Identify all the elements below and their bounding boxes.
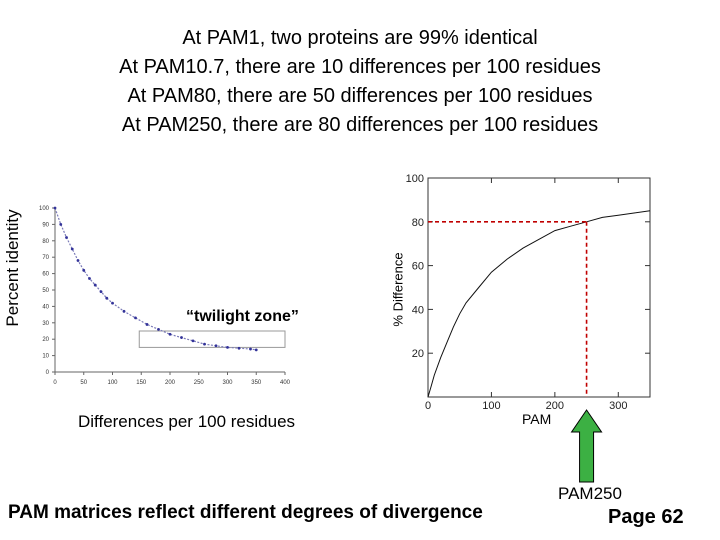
identity-point: [226, 346, 229, 349]
left-y-tick-label: 50: [42, 288, 49, 294]
footer-caption: PAM matrices reflect different degrees o…: [8, 502, 483, 523]
identity-point: [145, 323, 149, 326]
left-x-tick-label: 300: [222, 380, 233, 386]
identity-point: [59, 223, 63, 226]
identity-point: [70, 247, 74, 251]
identity-curve: [54, 207, 257, 351]
page-number: Page 62: [608, 506, 684, 528]
right-y-tick-label: 100: [406, 173, 424, 185]
left-y-tick-label: 80: [42, 239, 49, 245]
left-y-tick-label: 30: [42, 321, 49, 327]
identity-point: [105, 296, 109, 300]
right-y-tick-label: 80: [412, 217, 424, 229]
identity-point: [76, 259, 80, 262]
arrow-label: PAM250: [558, 484, 622, 503]
left-x-tick-label: 350: [251, 380, 262, 386]
identity-point: [203, 342, 206, 346]
identity-point: [214, 344, 218, 348]
left-x-tick-label: 200: [165, 380, 176, 386]
left-x-tick-label: 150: [136, 380, 147, 386]
title-line-4: At PAM250, there are 80 differences per …: [121, 114, 599, 136]
identity-point: [53, 206, 57, 210]
identity-point: [99, 290, 103, 294]
identity-point: [88, 277, 91, 280]
left-y-tick-label: 20: [42, 337, 49, 343]
right-y-tick-label: 20: [412, 348, 424, 360]
right-x-tick-label: 300: [609, 400, 627, 412]
title-line-2: At PAM10.7, there are 10 differences per…: [119, 56, 601, 78]
identity-point: [111, 301, 114, 305]
identity-point: [249, 347, 252, 351]
left-y-tick-label: 100: [39, 206, 50, 212]
left-y-tick-label: 0: [46, 370, 50, 376]
left-x-tick-label: 0: [53, 380, 57, 386]
left-x-tick-label: 100: [107, 380, 118, 386]
identity-point: [122, 309, 126, 313]
title-line-1: At PAM1, two proteins are 99% identical: [182, 27, 538, 49]
difference-curve: [427, 210, 651, 398]
left-y-tick-label: 90: [42, 222, 49, 228]
identity-point: [191, 339, 195, 343]
left-x-axis-label: Differences per 100 residues: [78, 412, 296, 431]
right-x-tick-label: 0: [425, 400, 431, 412]
left-y-tick-label: 40: [42, 304, 49, 310]
right-x-axis-label: PAM: [522, 411, 552, 427]
left-x-tick-label: 50: [80, 380, 87, 386]
right-y-tick-label: 60: [412, 261, 424, 273]
identity-point: [134, 316, 137, 320]
left-y-tick-label: 10: [42, 354, 49, 360]
left-x-tick-label: 250: [194, 380, 205, 386]
identity-point: [168, 332, 172, 336]
green-arrow-icon: [570, 409, 603, 483]
twilight-zone-box: [138, 330, 286, 348]
identity-point: [65, 236, 68, 239]
right-x-tick-label: 100: [482, 400, 500, 412]
right-plot-frame: [427, 177, 651, 398]
identity-point: [180, 336, 183, 339]
identity-point: [82, 268, 86, 272]
identity-point: [237, 346, 241, 350]
identity-point: [157, 327, 160, 331]
left-x-tick-label: 400: [280, 380, 291, 386]
left-y-tick-label: 70: [42, 255, 49, 261]
twilight-zone-label: “twilight zone”: [186, 308, 299, 325]
identity-point: [93, 283, 97, 287]
identity-point: [254, 348, 258, 352]
title-line-3: At PAM80, there are 50 differences per 1…: [127, 85, 593, 107]
right-y-tick-label: 40: [412, 304, 424, 316]
right-x-tick-label: 200: [546, 400, 564, 412]
left-y-tick-label: 60: [42, 272, 49, 278]
